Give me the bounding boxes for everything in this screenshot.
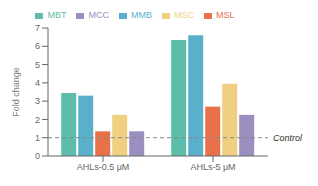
svg-text:4: 4 <box>35 78 40 88</box>
html-text:MMB: MMB <box>131 10 152 20</box>
svg-text:1: 1 <box>35 133 40 143</box>
svg-text:0: 0 <box>35 151 40 161</box>
svg-text:5: 5 <box>35 60 40 70</box>
html-text:MSC: MSC <box>174 10 194 20</box>
html-text:MBT: MBT <box>47 10 67 20</box>
html-text:MCC: MCC <box>88 10 109 20</box>
html-text:MSL: MSL <box>216 10 235 20</box>
svg-text:2: 2 <box>35 115 40 125</box>
svg-text:7: 7 <box>35 23 40 33</box>
svg-text:AHLs-0.5 μM: AHLs-0.5 μM <box>77 162 130 172</box>
svg-text:Control: Control <box>273 133 303 143</box>
svg-text:3: 3 <box>35 96 40 106</box>
svg-text:Fold change: Fold change <box>11 67 21 117</box>
svg-text:6: 6 <box>35 41 40 51</box>
svg-text:AHLs-5 μM: AHLs-5 μM <box>190 162 235 172</box>
